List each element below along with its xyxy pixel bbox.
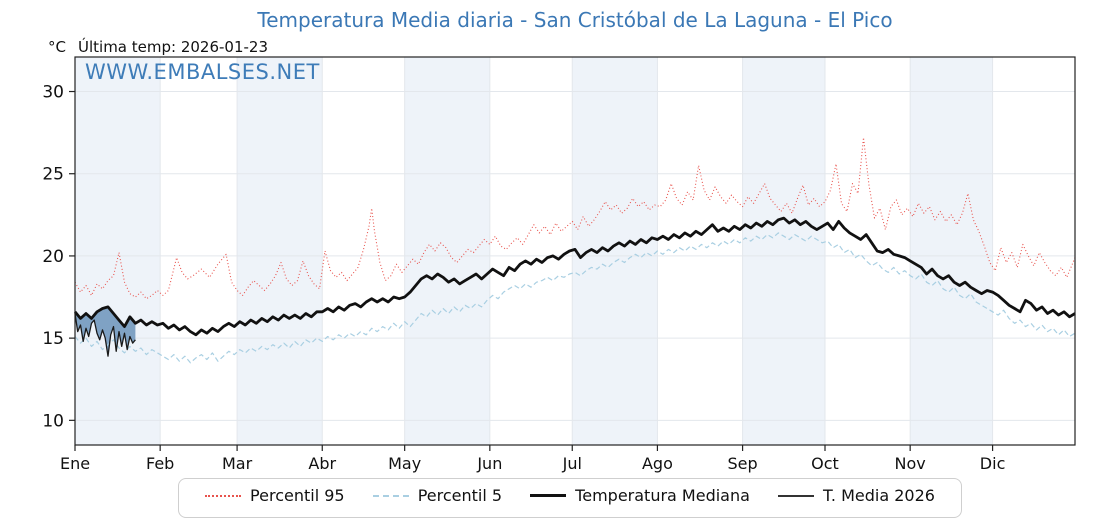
y-axis-unit-label: °C — [48, 38, 66, 56]
legend-item: Temperatura Mediana — [530, 486, 750, 505]
month-band — [742, 57, 825, 445]
chart-canvas: 10 15 20 25 30 Ene Feb Mar Abr May Jun Jul Ago Sep Oct… — [42, 56, 1076, 473]
legend-marker-solid-thin — [778, 494, 815, 497]
plot-border — [74, 56, 1076, 446]
chart-page: { "header": { "title": "Temperatura Medi… — [42, 8, 1076, 518]
x-tick-label: Jul — [562, 454, 582, 473]
y-tick-label: 10 — [42, 411, 64, 431]
x-tick-label: May — [388, 454, 421, 473]
month-band — [404, 57, 490, 445]
x-tick-label: Mar — [222, 454, 253, 473]
y-tick-label: 20 — [42, 247, 64, 267]
x-tick-label: Dic — [980, 454, 1006, 473]
y-tick-label: 30 — [42, 83, 64, 103]
y-tick-label: 15 — [42, 329, 64, 349]
month-band — [910, 57, 993, 445]
legend-label: Temperatura Mediana — [575, 486, 750, 505]
legend-item: Percentil 5 — [372, 486, 503, 505]
legend-marker-solid-thick — [530, 494, 567, 497]
series-line-percentil-95 — [74, 137, 1076, 300]
y-tick-label: 25 — [42, 165, 64, 185]
legend-item: Percentil 95 — [205, 486, 345, 505]
x-tick-label: Nov — [895, 454, 926, 473]
legend-marker-dashed-blue — [372, 494, 409, 497]
x-tick-label: Sep — [728, 454, 758, 473]
month-band — [75, 57, 161, 445]
series-line-t-media-2026 — [74, 313, 136, 357]
series-line-temperatura-mediana — [73, 216, 1076, 337]
series-line-percentil-5 — [74, 232, 1076, 364]
legend-item: T. Media 2026 — [778, 486, 935, 505]
last-temp-label: Última temp: 2026-01-23 — [78, 38, 269, 56]
legend: Percentil 95 Percentil 5 Temperatura Media… — [178, 478, 962, 518]
legend-marker-dotted-red — [205, 494, 242, 497]
month-band — [572, 57, 658, 445]
legend-label: T. Media 2026 — [823, 486, 935, 505]
x-tick-label: Abr — [308, 454, 336, 473]
page-title: Temperatura Media diaria - San Cristóbal… — [257, 8, 893, 32]
x-tick-label: Oct — [811, 454, 839, 473]
x-tick-label: Ago — [642, 454, 673, 473]
x-tick-label: Ene — [60, 454, 90, 473]
x-tick-label: Jun — [476, 454, 502, 473]
legend-label: Percentil 95 — [250, 486, 345, 505]
legend-label: Percentil 5 — [417, 486, 503, 505]
fill-2026-vs-median — [75, 306, 136, 357]
watermark: WWW.EMBALSES.NET — [85, 60, 320, 84]
month-band — [237, 57, 323, 445]
x-tick-label: Feb — [146, 454, 174, 473]
